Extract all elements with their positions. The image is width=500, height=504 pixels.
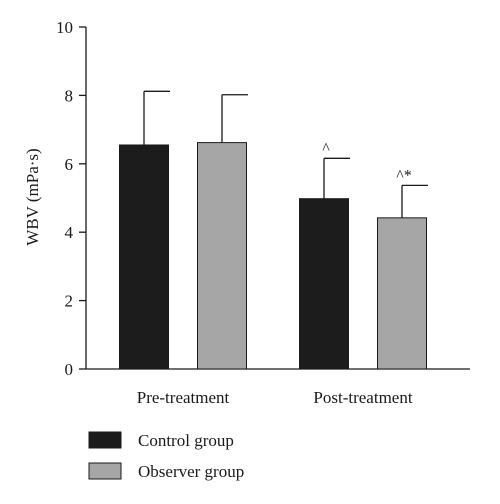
bar bbox=[299, 198, 349, 370]
significance-label: ^* bbox=[396, 167, 412, 184]
y-tick-label: 0 bbox=[65, 360, 74, 379]
legend-label: Observer group bbox=[138, 462, 244, 481]
y-tick-label: 2 bbox=[65, 292, 74, 311]
legend-swatch bbox=[88, 431, 122, 449]
x-category-label: Post-treatment bbox=[313, 388, 412, 407]
y-tick-label: 4 bbox=[65, 223, 74, 242]
legend: Control group Observer group bbox=[88, 431, 244, 481]
bar bbox=[197, 142, 247, 370]
bar bbox=[377, 217, 427, 370]
y-tick-label: 8 bbox=[65, 86, 74, 105]
y-tick-label: 6 bbox=[65, 155, 74, 174]
y-axis-title: WBV (mPa·s) bbox=[23, 148, 42, 245]
legend-label: Control group bbox=[138, 431, 234, 450]
axes: 0 2 4 6 8 10 Pre-treatment Post-treatment bbox=[56, 18, 470, 407]
legend-swatch bbox=[88, 462, 122, 480]
x-category-label: Pre-treatment bbox=[137, 388, 230, 407]
bar bbox=[119, 144, 169, 370]
bars: ^ ^* bbox=[119, 90, 428, 370]
significance-label: ^ bbox=[322, 140, 330, 157]
y-tick-label: 10 bbox=[56, 18, 73, 37]
